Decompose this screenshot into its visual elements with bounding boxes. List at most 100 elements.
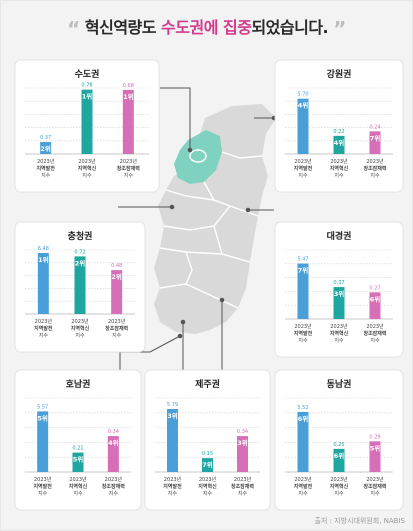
category-tick-label: 2023년: [105, 476, 123, 483]
bar: [297, 411, 309, 472]
bar-value-label: 0.37: [40, 135, 51, 141]
bar: [333, 135, 345, 154]
category-tick-label: 지수: [168, 490, 178, 497]
bar-rank-label: 6위: [370, 294, 381, 303]
category-tick-label: 지수: [39, 332, 49, 339]
category-tick-label: 2023년: [294, 158, 312, 165]
bar-rank-label: 7위: [298, 265, 309, 274]
category-tick-label: 2023년: [366, 476, 384, 483]
category-tick-label: 지수: [298, 172, 308, 179]
category-tick-label: 창조잠재력: [105, 325, 128, 332]
bar-value-label: 0.22: [333, 129, 344, 135]
bar-rank-label: 6위: [298, 414, 309, 423]
panel-title: 강원권: [327, 68, 352, 80]
bar-value-label: 0.29: [369, 434, 380, 440]
bar-rank-label: 4위: [108, 438, 119, 447]
category-tick-label: 지수: [334, 337, 344, 344]
region-panels: 수도권0.372위2023년지역발전지수0.781위2023년지역혁신지수0.6…: [14, 59, 404, 511]
bar: [107, 436, 119, 472]
bar: [167, 408, 178, 472]
close-quote: ”: [333, 17, 346, 41]
korea-map: [154, 104, 276, 334]
category-tick-label: 지역혁신: [69, 483, 88, 490]
bar: [333, 287, 345, 319]
category-tick-label: 지수: [334, 172, 344, 179]
category-tick-label: 지수: [38, 490, 48, 497]
category-tick-label: 지수: [370, 172, 380, 179]
category-tick-label: 2023년: [366, 323, 384, 330]
bar: [297, 263, 309, 319]
bar-value-label: 5.70: [297, 92, 308, 98]
connector-dot: [169, 204, 175, 210]
panel-title: 수도권: [75, 68, 100, 80]
category-tick-label: 지수: [203, 490, 213, 497]
panel-card: [14, 369, 142, 511]
category-tick-label: 2023년: [294, 323, 312, 330]
bar-value-label: 0.78: [81, 83, 92, 89]
bar-value-label: 0.48: [111, 263, 122, 269]
bar-value-label: 5.57: [37, 404, 48, 410]
connector-dot: [187, 147, 193, 153]
panel-card: [274, 59, 404, 193]
bar-value-label: 5.52: [297, 405, 308, 411]
bar: [333, 448, 345, 472]
seoul-outline: [189, 149, 207, 163]
category-tick-label: 지수: [370, 490, 380, 497]
category-tick-label: 지수: [298, 490, 308, 497]
capital-area-shape: [174, 130, 222, 184]
category-tick-label: 2023년: [37, 158, 55, 165]
bar-value-label: 5.79: [167, 402, 178, 408]
bar: [40, 142, 52, 154]
category-tick-label: 창조잠재력: [363, 165, 386, 172]
bar: [297, 98, 309, 154]
category-tick-label: 지수: [109, 490, 119, 497]
category-tick-label: 지수: [370, 337, 380, 344]
bar-rank-label: 1위: [38, 255, 49, 264]
bar-rank-label: 1위: [82, 92, 93, 101]
bar: [111, 270, 123, 314]
title-highlight: 수도권에 집중: [161, 18, 252, 37]
bar-value-label: 0.25: [333, 442, 344, 448]
bar-rank-label: 2위: [111, 272, 122, 281]
category-tick-label: 지수: [298, 337, 308, 344]
category-tick-label: 지역혁신: [71, 325, 90, 332]
bar-value-label: 0.37: [333, 280, 344, 286]
category-tick-label: 2023년: [78, 158, 96, 165]
bar: [122, 89, 134, 154]
category-tick-label: 지역발전: [33, 483, 52, 490]
category-tick-label: 지역혁신: [198, 483, 217, 490]
category-tick-label: 2023년: [120, 158, 138, 165]
bar-value-label: 0.34: [108, 429, 119, 435]
category-tick-label: 창조잠재력: [363, 330, 386, 337]
bar-value-label: 6.48: [38, 246, 49, 252]
bar: [237, 436, 248, 472]
region-borders: [159, 151, 263, 309]
bar-value-label: 0.24: [369, 124, 380, 130]
category-tick-label: 2023년: [164, 476, 182, 483]
panel-title: 충청권: [68, 230, 93, 242]
category-tick-label: 2023년: [69, 476, 87, 483]
bar-rank-label: 5위: [37, 413, 48, 422]
category-tick-label: 지수: [334, 490, 344, 497]
title-suffix: 되었습니다.: [251, 18, 329, 37]
title-prefix: 혁신역량도: [84, 18, 162, 37]
category-tick-label: 지수: [112, 332, 122, 339]
category-tick-label: 지역혁신: [330, 165, 349, 172]
category-tick-label: 창조잠재력: [102, 483, 125, 490]
category-tick-label: 2023년: [71, 318, 89, 325]
bar: [37, 411, 49, 472]
category-tick-label: 2023년: [330, 476, 348, 483]
bar: [202, 458, 213, 472]
connector-line: [160, 87, 191, 150]
bar-rank-label: 6위: [334, 451, 345, 460]
bar: [81, 89, 93, 154]
jeju-island-shape: [174, 314, 192, 322]
panel-title: 대경권: [327, 230, 352, 242]
category-tick-label: 지수: [73, 490, 83, 497]
